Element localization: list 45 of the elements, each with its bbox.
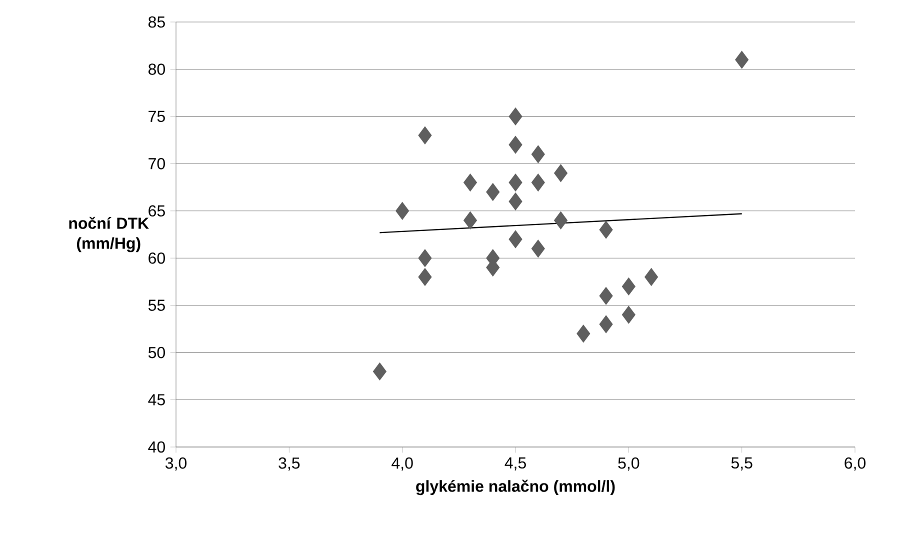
x-tick-label: 5,0 [618, 457, 640, 471]
point [418, 268, 432, 286]
x-tick-label: 4,5 [504, 457, 526, 470]
point [396, 202, 410, 220]
point [463, 211, 478, 230]
point [531, 145, 545, 164]
point [372, 362, 386, 380]
point [463, 174, 478, 192]
point [508, 230, 522, 248]
point [576, 324, 590, 343]
point [599, 286, 613, 305]
point [599, 315, 613, 334]
y-tick-label: 40 [148, 441, 165, 453]
point [622, 306, 636, 324]
y-tick-label: 45 [148, 394, 165, 406]
x-tick-label: 4,0 [392, 457, 413, 471]
point [554, 211, 568, 230]
point [418, 249, 432, 268]
point [486, 183, 500, 201]
point [554, 164, 568, 182]
point [418, 126, 432, 144]
point [644, 268, 658, 286]
y-tick-label: 55 [148, 300, 165, 311]
y-tick-label: 85 [148, 16, 165, 28]
y-tick-label: 65 [148, 205, 165, 217]
y-tick-label: 70 [148, 158, 165, 170]
x-tick-label: 3,5 [278, 457, 300, 471]
point [508, 136, 522, 154]
x-tick-label: 5,5 [731, 457, 752, 470]
x-tick-label: 6,0 [844, 457, 866, 471]
point [531, 174, 545, 192]
point [622, 278, 636, 296]
y-axis-title: noční DTK (mm/Hg) [69, 216, 149, 252]
y-tick-label: 60 [148, 252, 165, 264]
point [735, 50, 749, 69]
x-tick-label: 3,0 [165, 457, 187, 471]
y-tick-label: 50 [148, 346, 165, 358]
point [508, 174, 522, 192]
point [599, 220, 613, 239]
point [508, 108, 522, 126]
point [531, 240, 545, 258]
point [508, 192, 522, 210]
y-tick-label: 80 [148, 64, 165, 75]
y-tick-label: 75 [148, 110, 165, 122]
x-axis-title: glykémie nalačno (mmol/l) [416, 480, 615, 496]
